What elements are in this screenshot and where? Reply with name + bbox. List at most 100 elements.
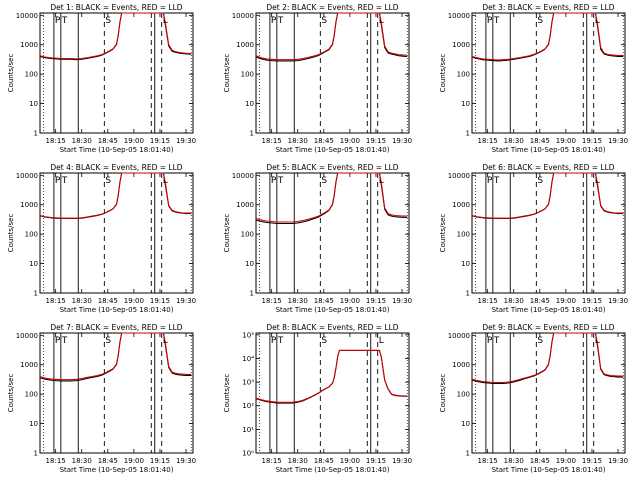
- y-tick-label: 1: [34, 450, 38, 458]
- marker-label: P: [55, 176, 61, 186]
- x-tick-label: 19:00: [124, 297, 144, 305]
- panel-title: Det 8: BLACK = Events, RED = LLD: [266, 323, 398, 332]
- y-tick-label: 10⁰: [242, 450, 254, 458]
- y-tick-label: 10: [245, 260, 254, 268]
- series-line-lld: [39, 332, 192, 381]
- x-axis-label: Start Time (10-Sep-05 18:01:40): [492, 306, 606, 314]
- y-tick-label: 1: [466, 290, 470, 298]
- x-tick-label: 18:30: [288, 457, 308, 465]
- x-tick-label: 18:45: [314, 457, 334, 465]
- x-tick-label: 18:45: [530, 137, 550, 145]
- plot-frame: [255, 332, 410, 454]
- y-tick-label: 1: [250, 290, 254, 298]
- x-tick-label: 19:15: [582, 457, 602, 465]
- y-tick-label: 1000: [452, 41, 470, 49]
- y-tick-label: 10000: [232, 12, 254, 20]
- y-axis-label: Counts/sec: [7, 374, 15, 413]
- x-tick-label: 19:30: [176, 297, 196, 305]
- panel-title: Det 1: BLACK = Events, RED = LLD: [50, 3, 182, 12]
- marker-label: T: [61, 336, 68, 346]
- series-line-lld: [471, 172, 624, 219]
- panel-det-8: Det 8: BLACK = Events, RED = LLD 10⁰ 10¹ 10…: [223, 323, 412, 474]
- y-tick-label: 100: [25, 231, 38, 239]
- y-tick-label: 100: [241, 231, 254, 239]
- x-tick-label: 19:30: [608, 137, 628, 145]
- y-tick-label: 10: [461, 100, 470, 108]
- marker-label: S: [105, 176, 111, 186]
- x-tick-label: 18:45: [98, 137, 118, 145]
- y-tick-label: 1000: [20, 361, 38, 369]
- x-tick-label: 18:30: [288, 297, 308, 305]
- plot-frame: [39, 332, 194, 454]
- y-tick-label: 10000: [232, 172, 254, 180]
- marker-label: S: [321, 176, 327, 186]
- y-tick-label: 10000: [16, 172, 38, 180]
- x-tick-label: 19:00: [340, 137, 360, 145]
- x-axis-label: Start Time (10-Sep-05 18:01:40): [60, 306, 174, 314]
- y-tick-label: 10³: [242, 379, 254, 387]
- x-tick-label: 18:15: [262, 137, 282, 145]
- x-axis-label: Start Time (10-Sep-05 18:01:40): [276, 306, 390, 314]
- panel-title: Det 5: BLACK = Events, RED = LLD: [266, 163, 398, 172]
- panel-title: Det 6: BLACK = Events, RED = LLD: [482, 163, 614, 172]
- x-tick-label: 19:30: [176, 137, 196, 145]
- x-axis-label: Start Time (10-Sep-05 18:01:40): [60, 466, 174, 474]
- y-tick-label: 10: [29, 260, 38, 268]
- marker-label: L: [379, 336, 384, 346]
- marker-label: S: [537, 176, 543, 186]
- y-axis-label: Counts/sec: [7, 54, 15, 93]
- y-axis-label: Counts/sec: [223, 54, 231, 93]
- x-tick-label: 19:15: [366, 297, 386, 305]
- y-tick-label: 10: [245, 100, 254, 108]
- y-tick-label: 10: [29, 100, 38, 108]
- x-tick-label: 19:15: [150, 457, 170, 465]
- y-tick-label: 100: [25, 71, 38, 79]
- y-axis-label: Counts/sec: [223, 214, 231, 253]
- marker-label: P: [271, 176, 277, 186]
- x-tick-label: 18:30: [72, 137, 92, 145]
- plot-frame: [39, 12, 194, 134]
- x-tick-label: 18:15: [478, 137, 498, 145]
- plot-frame: [471, 12, 626, 134]
- series-line-lld: [39, 172, 192, 219]
- panel-title: Det 3: BLACK = Events, RED = LLD: [482, 3, 614, 12]
- x-tick-label: 18:15: [46, 137, 66, 145]
- y-tick-label: 10000: [448, 332, 470, 340]
- x-tick-label: 19:15: [150, 297, 170, 305]
- marker-label: T: [493, 16, 500, 26]
- y-tick-label: 1000: [20, 41, 38, 49]
- marker-label: S: [537, 336, 543, 346]
- panel-title: Det 7: BLACK = Events, RED = LLD: [50, 323, 182, 332]
- marker-label: T: [277, 16, 284, 26]
- x-tick-label: 18:15: [478, 297, 498, 305]
- y-tick-label: 10: [461, 420, 470, 428]
- x-tick-label: 19:15: [582, 297, 602, 305]
- y-tick-label: 1: [466, 450, 470, 458]
- panel-det-2: Det 2: BLACK = Events, RED = LLD 1 10 100 10…: [223, 3, 412, 154]
- y-tick-label: 10000: [16, 332, 38, 340]
- x-tick-label: 18:15: [262, 297, 282, 305]
- panel-det-7: Det 7: BLACK = Events, RED = LLD 1 10 100 10…: [7, 323, 196, 474]
- y-tick-label: 100: [457, 71, 470, 79]
- y-axis-label: Counts/sec: [223, 374, 231, 413]
- x-tick-label: 18:30: [72, 297, 92, 305]
- x-tick-label: 19:00: [124, 457, 144, 465]
- marker-label: S: [321, 16, 327, 26]
- panel-det-5: Det 5: BLACK = Events, RED = LLD 1 10 100 10…: [223, 163, 412, 314]
- x-tick-label: 18:15: [262, 457, 282, 465]
- plot-frame: [471, 332, 626, 454]
- series-line-lld: [471, 12, 624, 61]
- x-axis-label: Start Time (10-Sep-05 18:01:40): [492, 466, 606, 474]
- x-tick-label: 19:30: [608, 297, 628, 305]
- panel-title: Det 9: BLACK = Events, RED = LLD: [482, 323, 614, 332]
- x-tick-label: 19:30: [608, 457, 628, 465]
- y-tick-label: 100: [241, 71, 254, 79]
- x-tick-label: 18:45: [314, 137, 334, 145]
- x-tick-label: 19:00: [340, 457, 360, 465]
- x-tick-label: 18:45: [530, 457, 550, 465]
- x-tick-label: 18:30: [504, 457, 524, 465]
- series-line-lld: [255, 172, 408, 223]
- y-tick-label: 100: [25, 391, 38, 399]
- marker-label: P: [271, 16, 277, 26]
- marker-label: S: [321, 336, 327, 346]
